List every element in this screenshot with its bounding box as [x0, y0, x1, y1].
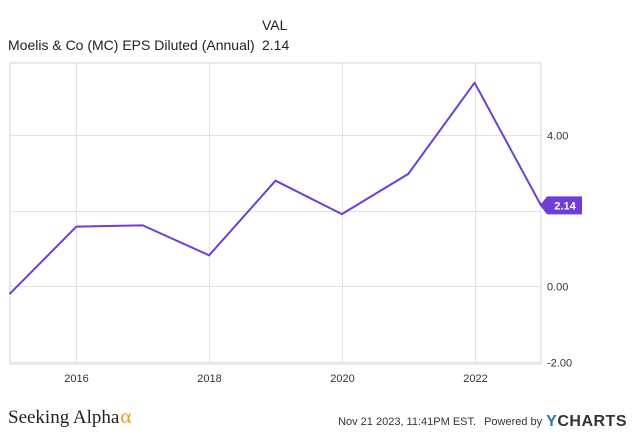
legend-series-value: 2.14 — [262, 37, 290, 53]
data-point — [473, 81, 476, 84]
ycharts-wordmark: CHARTS — [557, 413, 627, 430]
legend-series-name: Moelis & Co (MC) EPS Diluted (Annual) — [8, 37, 255, 53]
ycharts-logo[interactable]: YCHARTS — [546, 413, 627, 431]
data-point — [208, 254, 211, 257]
seeking-alpha-logo[interactable]: Seeking Alphaα — [8, 404, 131, 429]
data-point — [141, 224, 144, 227]
last-value-badge — [540, 196, 582, 215]
series-line — [9, 81, 542, 295]
ycharts-y-mark: Y — [546, 413, 558, 430]
timestamp: Nov 21 2023, 11:41PM EST. — [338, 416, 477, 428]
x-tick-label: 2020 — [330, 373, 354, 385]
y-tick-label: -2.00 — [547, 358, 572, 370]
footer-credits: Nov 21 2023, 11:41PM EST. Powered by YCH… — [338, 413, 627, 431]
eps-line-chart: -2.00 0.00 4.00 2016 2018 2020 2022 2.14 — [9, 62, 582, 385]
data-point — [9, 292, 11, 295]
data-point — [340, 213, 343, 216]
last-value-label: 2.14 — [554, 200, 576, 212]
brand-name: Seeking Alpha — [8, 407, 120, 428]
legend-header: VAL — [262, 17, 288, 33]
powered-by-label: Powered by — [484, 416, 543, 428]
legend-row[interactable]: Moelis & Co (MC) EPS Diluted (Annual) 2.… — [8, 37, 308, 55]
x-tick-label: 2018 — [197, 373, 221, 385]
y-tick-label: 0.00 — [547, 282, 568, 294]
x-tick-label: 2022 — [463, 373, 487, 385]
y-tick-label: 4.00 — [547, 131, 568, 143]
alpha-icon: α — [120, 404, 132, 428]
plot-frame — [9, 62, 542, 365]
data-point — [274, 179, 277, 182]
x-tick-label: 2016 — [64, 373, 88, 385]
data-point — [75, 225, 78, 228]
data-point — [407, 172, 410, 175]
